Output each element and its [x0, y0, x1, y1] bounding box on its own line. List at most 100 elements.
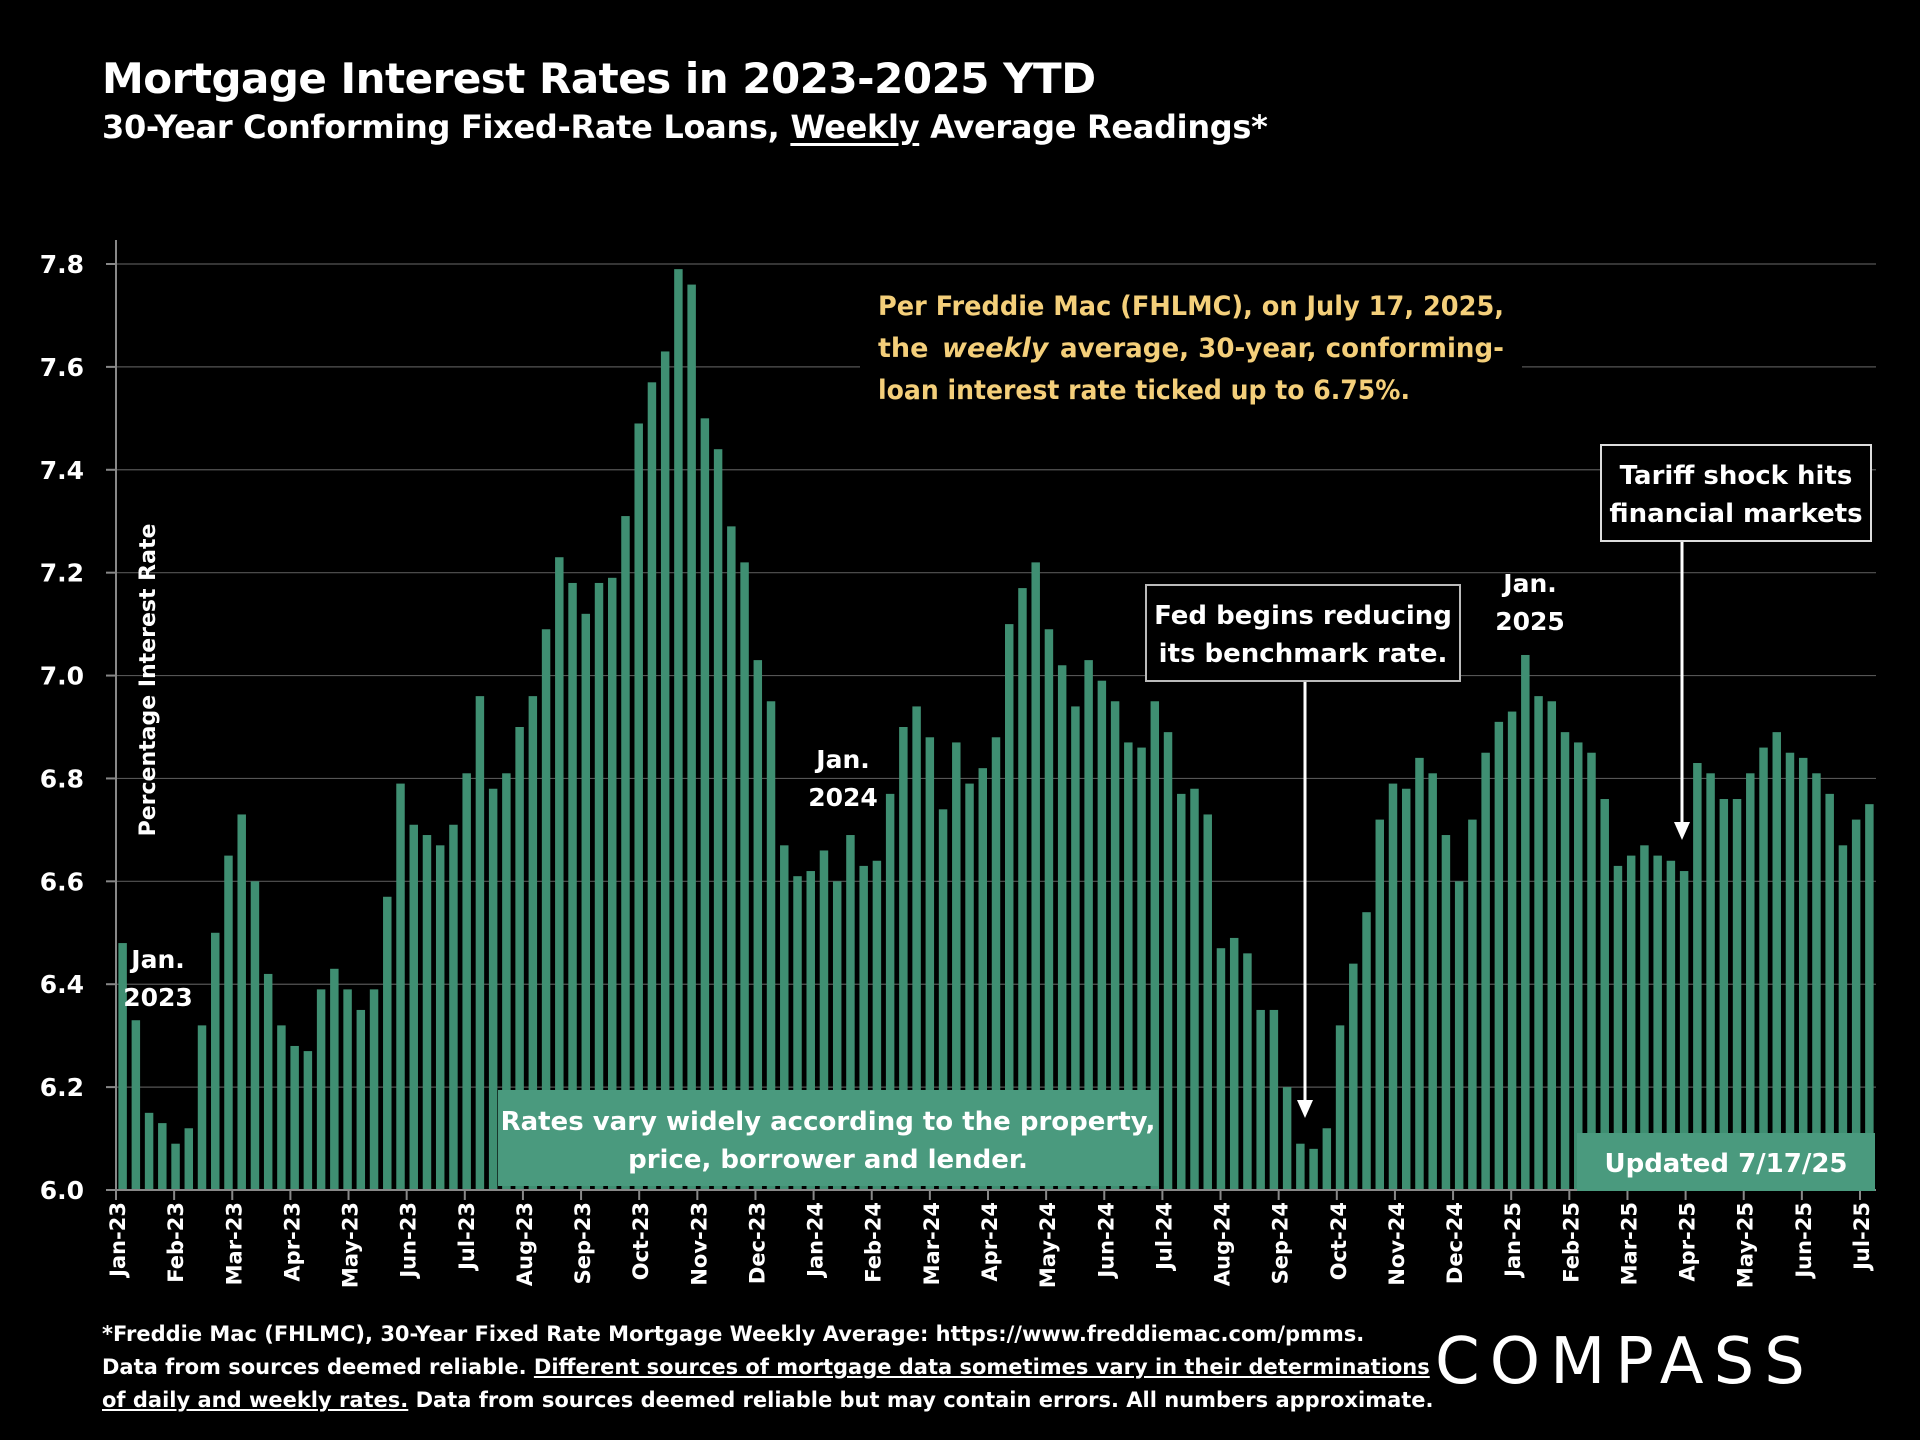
- bar: [224, 855, 233, 1190]
- y-tick-label: 6.2: [40, 1073, 84, 1102]
- bar: [1454, 881, 1464, 1190]
- bar: [1772, 732, 1781, 1190]
- freddie-callout: Per Freddie Mac (FHLMC), on July 17, 202…: [878, 291, 1504, 406]
- tariff-arrow-head: [1674, 822, 1690, 840]
- tariff-line1: Tariff shock hits: [1620, 461, 1853, 491]
- bar: [343, 989, 352, 1190]
- bar-series: [118, 269, 1874, 1191]
- bar: [237, 814, 246, 1190]
- x-tick-label: May-24: [1036, 1202, 1060, 1288]
- x-tick-label: Jan-23: [106, 1202, 130, 1279]
- bar: [1375, 819, 1384, 1190]
- bar: [277, 1025, 286, 1190]
- x-tick-label: Feb-25: [1559, 1202, 1583, 1283]
- jan-2025-line1: Jan.: [1501, 569, 1556, 598]
- x-tick-label: Jul-24: [1152, 1202, 1176, 1272]
- rates-line2: price, borrower and lender.: [628, 1145, 1028, 1175]
- x-tick-label: Feb-23: [164, 1202, 188, 1283]
- bar: [978, 768, 988, 1190]
- bar: [263, 973, 273, 1190]
- freddie-line3: loan interest rate ticked up to 6.75%.: [878, 375, 1410, 406]
- x-tick-label: Nov-23: [687, 1202, 711, 1286]
- bar: [1626, 855, 1636, 1190]
- bar: [647, 382, 657, 1190]
- jan-2023-label: Jan. 2023: [123, 945, 193, 1012]
- footnote-line3-a: of daily and weekly rates.: [102, 1388, 409, 1412]
- footnote-line1: *Freddie Mac (FHLMC), 30-Year Fixed Rate…: [102, 1322, 1365, 1346]
- x-tick-label: May-23: [339, 1202, 363, 1288]
- x-tick-label: Mar-25: [1617, 1202, 1641, 1285]
- bar: [793, 876, 802, 1190]
- x-tick-label: Jun-25: [1792, 1202, 1816, 1280]
- x-tick-label: Aug-24: [1211, 1202, 1235, 1286]
- x-tick-label: Jan-24: [804, 1202, 828, 1279]
- bar: [1468, 819, 1477, 1190]
- footnote: *Freddie Mac (FHLMC), 30-Year Fixed Rate…: [102, 1318, 1434, 1417]
- chart-subtitle: 30-Year Conforming Fixed-Rate Loans, Wee…: [102, 108, 1268, 146]
- freddie-callout-bg: [860, 276, 1522, 416]
- bar: [766, 701, 776, 1190]
- bar: [1415, 757, 1424, 1190]
- fed-callout-box: [1145, 584, 1461, 682]
- rates-vary-text: Rates vary widely according to the prope…: [501, 1107, 1156, 1175]
- x-tick-label: Mar-24: [920, 1202, 944, 1285]
- bar: [608, 577, 617, 1190]
- bar: [1269, 1009, 1279, 1190]
- subtitle-post: Average Readings*: [919, 108, 1268, 146]
- x-tick-label: Oct-24: [1327, 1202, 1351, 1280]
- x-tick-label: Nov-24: [1385, 1202, 1409, 1286]
- bar: [1838, 845, 1848, 1190]
- y-tick-label: 7.6: [40, 353, 84, 382]
- bar: [1229, 937, 1239, 1190]
- y-tick-label: 7.8: [40, 250, 84, 279]
- bar: [369, 989, 379, 1190]
- bar: [1004, 624, 1014, 1190]
- x-tick-label: Sep-23: [571, 1202, 595, 1284]
- bar: [674, 269, 683, 1191]
- bar: [488, 788, 498, 1190]
- bar: [131, 1020, 141, 1190]
- freddie-line2-a: the: [878, 333, 928, 364]
- bar: [1613, 865, 1623, 1190]
- bar: [502, 773, 511, 1190]
- bar: [118, 943, 127, 1190]
- fed-line2: its benchmark rate.: [1159, 639, 1448, 669]
- bar: [250, 881, 260, 1190]
- bar: [859, 865, 868, 1190]
- freddie-line1: Per Freddie Mac (FHLMC), on July 17, 202…: [878, 291, 1504, 322]
- bar: [594, 582, 604, 1190]
- bar: [1282, 1087, 1292, 1190]
- x-tick-label: Jul-23: [455, 1202, 479, 1272]
- jan-2023-line1: Jan.: [129, 945, 184, 974]
- bar: [938, 809, 948, 1190]
- bar: [1256, 1009, 1265, 1190]
- bar: [290, 1045, 299, 1190]
- fed-line1: Fed begins reducing: [1154, 601, 1452, 631]
- bar: [832, 881, 842, 1190]
- bar: [409, 824, 418, 1190]
- bar: [1071, 706, 1080, 1190]
- bar: [952, 742, 961, 1190]
- bar: [1441, 835, 1451, 1190]
- y-tick-label: 7.4: [40, 456, 84, 485]
- bar: [727, 526, 736, 1190]
- bar: [634, 423, 643, 1190]
- bar: [1362, 912, 1371, 1190]
- bar: [1044, 629, 1054, 1190]
- bar: [1481, 752, 1490, 1190]
- bar: [1574, 742, 1583, 1190]
- jan-2024-line1: Jan.: [814, 745, 869, 774]
- x-tick-label: Aug-23: [513, 1202, 537, 1286]
- bar: [1137, 747, 1146, 1190]
- bar: [846, 835, 855, 1190]
- bar: [1110, 701, 1120, 1190]
- bar: [144, 1112, 154, 1190]
- bar: [1018, 588, 1027, 1190]
- bar: [330, 968, 339, 1190]
- bar: [1719, 799, 1729, 1190]
- bar: [1534, 696, 1543, 1190]
- bar: [396, 783, 405, 1190]
- bar: [449, 824, 458, 1190]
- y-tick-label: 6.4: [40, 970, 84, 999]
- bar: [1706, 773, 1715, 1190]
